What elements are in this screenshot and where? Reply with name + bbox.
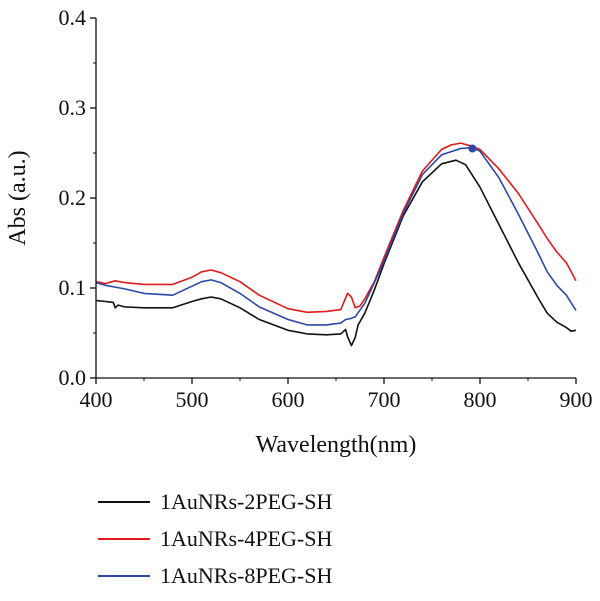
legend-label: 1AuNRs-8PEG-SH [160,563,332,588]
x-axis-title: Wavelength(nm) [256,432,417,458]
y-tick-label: 0.3 [59,95,87,120]
legend-label: 1AuNRs-2PEG-SH [160,489,332,514]
x-tick-label: 600 [272,387,305,412]
y-tick-label: 0.2 [59,185,87,210]
series-line-2 [95,142,577,314]
series-layer [95,142,577,347]
y-tick-label: 0.4 [59,5,87,30]
x-tick-label: 800 [464,387,497,412]
x-tick-label: 500 [176,387,209,412]
x-tick-label: 700 [368,387,401,412]
x-tick-label: 900 [560,387,593,412]
y-axis-title: Abs (a.u.) [5,150,31,245]
legend: 1AuNRs-2PEG-SH 1AuNRs-4PEG-SH 1AuNRs-8PEG-… [98,489,332,588]
series-line-1 [95,159,577,347]
series-line-3 [95,146,577,326]
x-tick-label: 400 [80,387,113,412]
y-tick-label: 0.0 [59,365,87,390]
ticks: 400 500 600 700 800 900 0.0 0.1 0.2 0.3 0.4 [59,5,593,412]
legend-label: 1AuNRs-4PEG-SH [160,526,332,551]
y-tick-label: 0.1 [59,275,87,300]
data-point-marker-1 [468,144,477,153]
